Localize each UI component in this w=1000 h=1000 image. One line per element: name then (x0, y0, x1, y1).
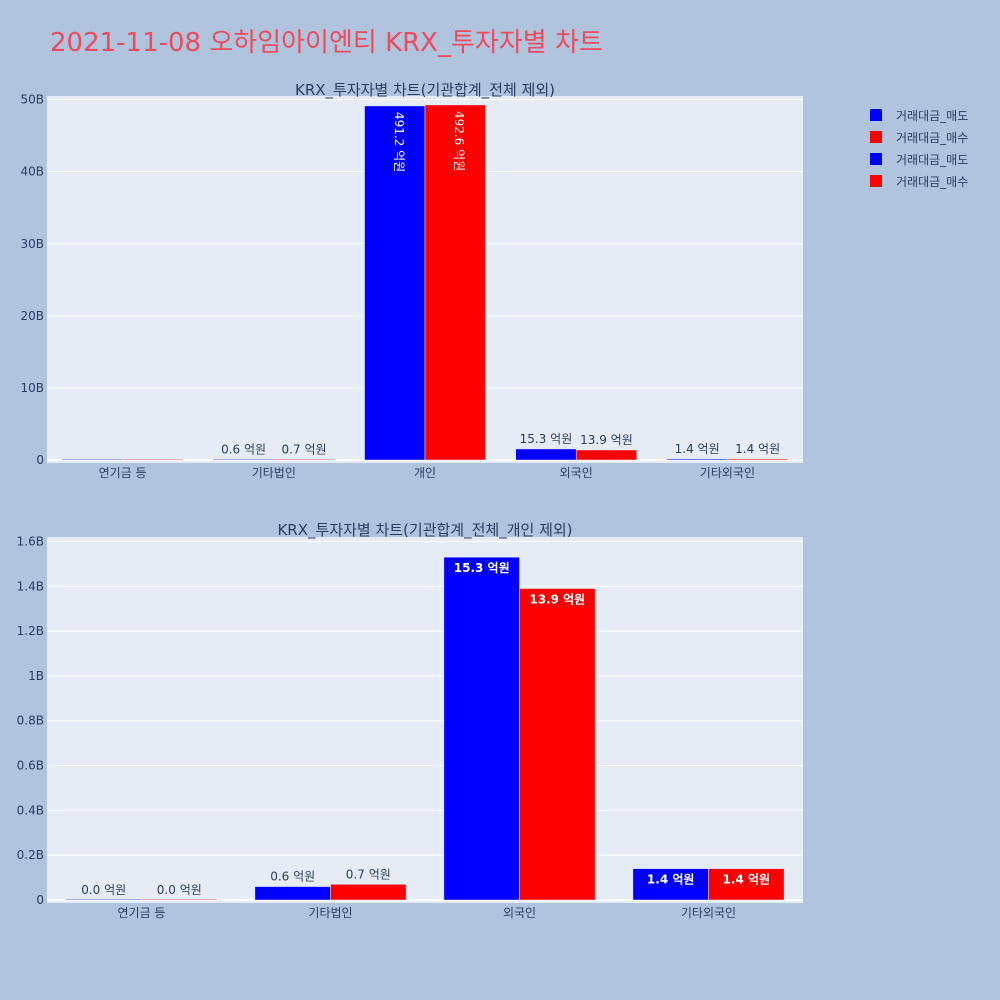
chart-title: KRX_투자자별 차트(기관합계_전체 제외) (295, 81, 555, 100)
bar (727, 458, 789, 461)
bar (364, 105, 426, 461)
legend-item[interactable]: 거래대금_매수 (870, 170, 968, 192)
y-tick-label: 0 (36, 893, 44, 907)
data-label: 0.6 억원 (270, 870, 315, 884)
y-tick-label: 0.4B (17, 803, 44, 817)
bar (575, 449, 637, 461)
x-tick-label: 기타외국인 (700, 466, 755, 480)
y-tick-label: 1.2B (17, 624, 44, 638)
data-label: 1.4 억원 (675, 442, 720, 456)
legend-swatch-sell (870, 109, 882, 121)
data-label: 491.2 억원 (392, 112, 406, 172)
data-label: 13.9 억원 (580, 433, 633, 447)
bar (330, 884, 407, 901)
legend-label: 거래대금_매수 (896, 130, 969, 145)
y-tick-label: 1.6B (17, 534, 44, 548)
data-label: 0.0 억원 (81, 883, 126, 897)
bar (632, 868, 709, 901)
y-tick-label: 30B (20, 237, 44, 251)
y-tick-label: 0 (36, 453, 44, 467)
bar (515, 448, 577, 461)
bar (61, 458, 123, 461)
x-tick-label: 외국인 (503, 906, 536, 920)
y-tick-label: 20B (20, 309, 44, 323)
bar (141, 898, 218, 901)
y-tick-label: 40B (20, 165, 44, 179)
y-tick-label: 1B (28, 669, 44, 683)
legend-swatch-buy (870, 175, 882, 187)
legend-swatch-buy (870, 131, 882, 143)
y-tick-label: 0.2B (17, 848, 44, 862)
data-label: 0.7 억원 (346, 867, 391, 881)
legend-item[interactable]: 거래대금_매도 (870, 104, 968, 126)
y-tick-label: 10B (20, 381, 44, 395)
chart-1: 0 10B 20B 30B 40B 50B KRX_투자자별 차트(기관합계_전체 제외) 연… (20, 81, 803, 480)
legend-item[interactable]: 거래대금_매도 (870, 148, 968, 170)
data-label: 1.4 억원 (723, 873, 771, 887)
bar (65, 898, 142, 901)
data-label: 0.6 억원 (221, 443, 266, 457)
page-title: 2021-11-08 오하임아이엔티 KRX_투자자별 차트 (50, 28, 603, 58)
data-label: 1.4 억원 (735, 442, 780, 456)
bar (424, 104, 486, 461)
x-tick-label: 연기금 등 (118, 906, 166, 920)
bar (708, 868, 785, 901)
x-tick-label: 외국인 (560, 466, 593, 480)
bar (273, 458, 335, 461)
legend-label: 거래대금_매도 (896, 152, 969, 167)
x-tick-label: 기타법인 (252, 466, 296, 480)
x-tick-label: 개인 (414, 466, 436, 480)
data-label: 15.3 억원 (520, 432, 573, 446)
x-tick-label: 기타법인 (308, 906, 352, 920)
bar (213, 458, 275, 461)
data-label: 15.3 억원 (454, 561, 510, 575)
y-tick-label: 0.6B (17, 759, 44, 773)
bar (122, 458, 184, 461)
bar (254, 886, 331, 901)
data-label: 492.6 억원 (452, 111, 466, 171)
legend-swatch-sell (870, 153, 882, 165)
bar (666, 458, 728, 461)
x-tick-label: 연기금 등 (99, 466, 147, 480)
y-tick-label: 1.4B (17, 579, 44, 593)
data-label: 0.7 억원 (282, 442, 327, 456)
legend-label: 거래대금_매도 (896, 108, 969, 123)
legend-item[interactable]: 거래대금_매수 (870, 126, 968, 148)
data-label: 13.9 억원 (529, 593, 585, 607)
data-label: 0.0 억원 (157, 883, 202, 897)
legend-label: 거래대금_매수 (896, 174, 969, 189)
legend[interactable]: 거래대금_매도 거래대금_매수 거래대금_매도 거래대금_매수 (870, 104, 968, 192)
x-tick-label: 기타외국인 (681, 906, 736, 920)
data-label: 1.4 억원 (647, 873, 695, 887)
chart-title: KRX_투자자별 차트(기관합계_전체_개인 제외) (277, 521, 572, 540)
chart-2: 0 0.2B 0.4B 0.6B 0.8B 1B 1.2B 1.4B 1.6B KRX_투자자별 … (17, 521, 803, 920)
plot-area (47, 537, 803, 903)
y-tick-label: 50B (20, 93, 44, 107)
bar (443, 556, 520, 901)
bar (519, 588, 596, 901)
y-tick-label: 0.8B (17, 714, 44, 728)
